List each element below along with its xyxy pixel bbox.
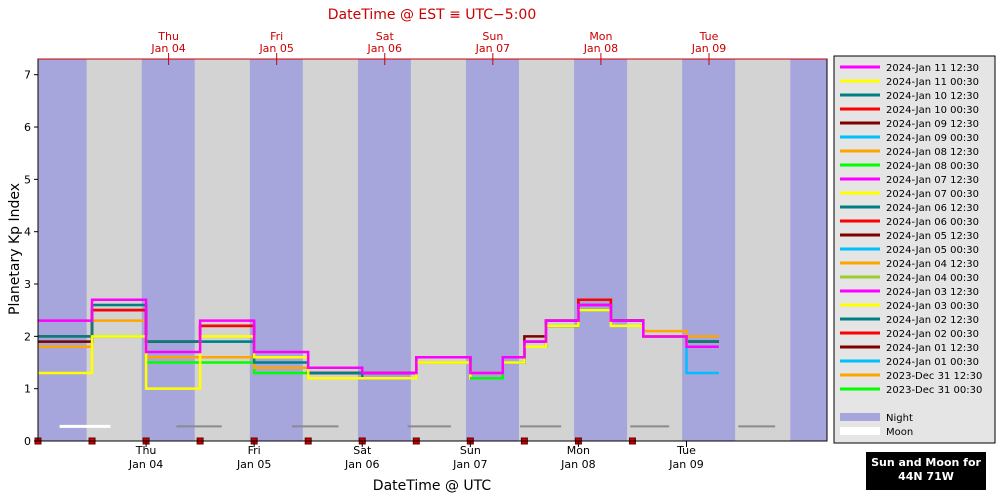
y-tick-label-5: 5	[24, 173, 31, 186]
top-tick-date-0: Jan 04	[150, 42, 185, 55]
legend-label-12: 2024-Jan 05 12:30	[886, 231, 979, 242]
legend-label-0: 2024-Jan 11 12:30	[886, 63, 979, 74]
sun-moon-line1: Sun and Moon for	[871, 456, 981, 469]
x-tick-date-1: Jan 05	[236, 458, 271, 471]
y-tick-label-7: 7	[24, 69, 31, 82]
legend-label-16: 2024-Jan 03 12:30	[886, 287, 979, 298]
y-tick-label-4: 4	[24, 226, 31, 239]
legend-label-17: 2024-Jan 03 00:30	[886, 301, 979, 312]
sun-moon-box: Sun and Moon for 44N 71W	[866, 452, 986, 490]
top-tick-day-5: Tue	[699, 30, 719, 43]
legend-label-18: 2024-Jan 02 12:30	[886, 315, 979, 326]
x-tick-day-0: Thu	[135, 444, 157, 457]
series-2024-jan-03-12-30	[38, 298, 503, 375]
y-axis-label: Planetary Kp Index	[7, 183, 23, 315]
legend-label-14: 2024-Jan 04 12:30	[886, 259, 979, 270]
legend-label-5: 2024-Jan 09 00:30	[886, 133, 979, 144]
y-tick-label-2: 2	[24, 330, 31, 343]
night-band-5	[574, 59, 628, 441]
legend-label-13: 2024-Jan 05 00:30	[886, 245, 979, 256]
night-band-6	[682, 59, 736, 441]
x-tick-date-0: Jan 04	[128, 458, 163, 471]
legend-label-8: 2024-Jan 07 12:30	[886, 175, 979, 186]
legend-label-11: 2024-Jan 06 00:30	[886, 217, 979, 228]
legend-label-15: 2024-Jan 04 00:30	[886, 273, 979, 284]
y-tick-label-6: 6	[24, 121, 31, 134]
series-2024-jan-03-00-30	[38, 335, 503, 390]
legend-label-23: 2023-Dec 31 00:30	[886, 385, 982, 396]
legend-extra-swatch-0	[840, 413, 880, 421]
y-tick-label-1: 1	[24, 383, 31, 396]
legend-label-4: 2024-Jan 09 12:30	[886, 119, 979, 130]
x-tick-day-4: Mon	[567, 444, 590, 457]
series-lines	[38, 298, 719, 390]
top-tick-date-2: Jan 06	[367, 42, 402, 55]
x-tick-day-5: Tue	[676, 444, 696, 457]
top-tick-date-5: Jan 09	[691, 42, 726, 55]
top-tick-day-3: Sun	[482, 30, 503, 43]
x-axis-label: DateTime @ UTC	[373, 478, 492, 494]
legend-label-20: 2024-Jan 01 12:30	[886, 343, 979, 354]
x-tick-day-1: Fri	[248, 444, 261, 457]
night-band-4	[466, 59, 519, 441]
night-band-0	[38, 59, 87, 441]
legend-extra-label-0: Night	[886, 413, 913, 424]
top-tick-date-3: Jan 07	[475, 42, 510, 55]
top-tick-date-4: Jan 08	[583, 42, 618, 55]
x-tick-date-3: Jan 07	[452, 458, 487, 471]
legend-label-19: 2024-Jan 02 00:30	[886, 329, 979, 340]
legend-extra-label-1: Moon	[886, 427, 913, 438]
x-tick-date-4: Jan 08	[560, 458, 595, 471]
night-band-7	[790, 59, 827, 441]
legend-label-10: 2024-Jan 06 12:30	[886, 203, 979, 214]
top-tick-day-4: Mon	[589, 30, 612, 43]
x-tick-date-2: Jan 06	[344, 458, 379, 471]
legend-label-2: 2024-Jan 10 12:30	[886, 91, 979, 102]
y-tick-label-0: 0	[24, 435, 31, 448]
legend-label-3: 2024-Jan 10 00:30	[886, 105, 979, 116]
top-tick-day-0: Thu	[157, 30, 179, 43]
y-tick-label-3: 3	[24, 278, 31, 291]
top-tick-day-2: Sat	[376, 30, 395, 43]
legend-extra-swatch-1	[840, 427, 880, 435]
x-tick-day-3: Sun	[460, 444, 481, 457]
top-tick-date-1: Jan 05	[258, 42, 293, 55]
x-tick-day-2: Sat	[353, 444, 372, 457]
legend-label-22: 2023-Dec 31 12:30	[886, 371, 982, 382]
chart-title: DateTime @ EST ≡ UTC−5:00	[328, 7, 536, 23]
night-band-3	[357, 59, 411, 441]
night-band-2	[249, 59, 303, 441]
x-tick-date-5: Jan 09	[668, 458, 703, 471]
night-band-1	[141, 59, 195, 441]
legend-label-1: 2024-Jan 11 00:30	[886, 77, 979, 88]
legend-label-21: 2024-Jan 01 00:30	[886, 357, 979, 368]
legend-label-7: 2024-Jan 08 00:30	[886, 161, 979, 172]
series-2024-jan-11-12-30	[470, 303, 719, 375]
top-tick-day-1: Fri	[270, 30, 283, 43]
legend-label-6: 2024-Jan 08 12:30	[886, 147, 979, 158]
sun-moon-line2: 44N 71W	[898, 470, 954, 483]
legend: 2024-Jan 11 12:30 2024-Jan 11 00:30 2024-J…	[833, 55, 996, 444]
legend-label-9: 2024-Jan 07 00:30	[886, 189, 979, 200]
